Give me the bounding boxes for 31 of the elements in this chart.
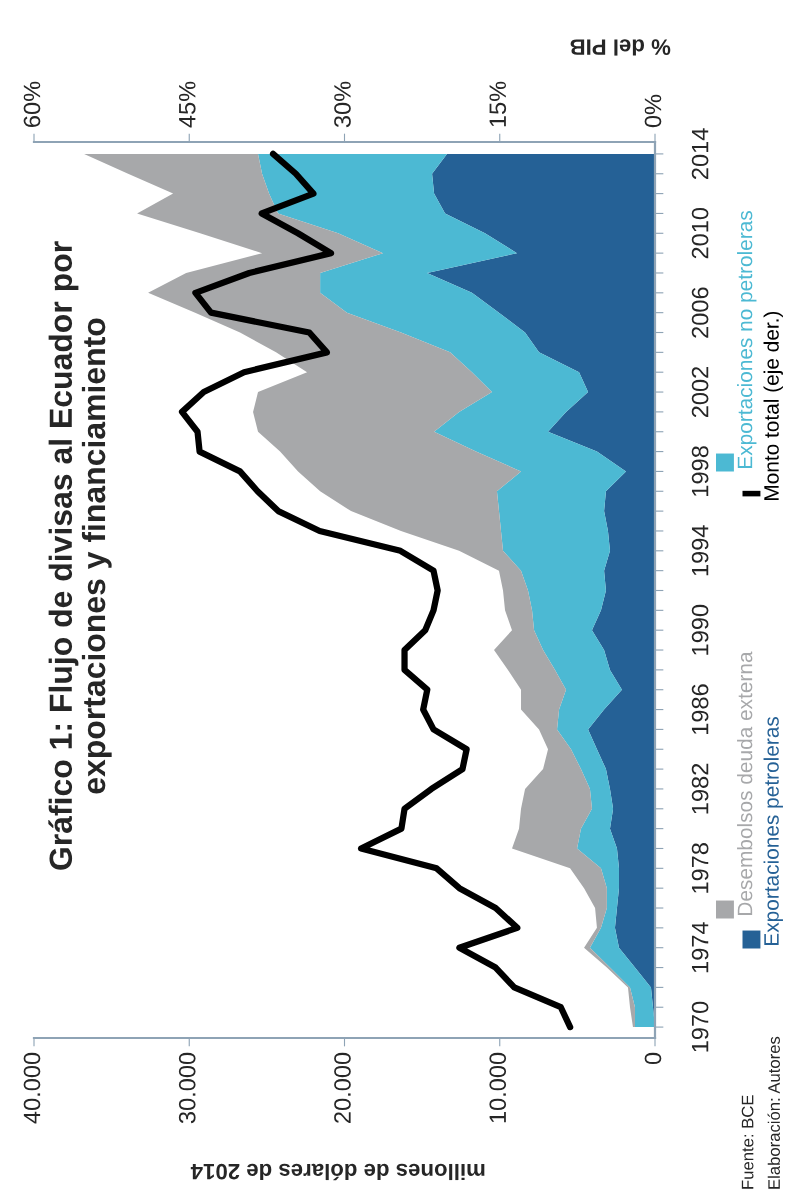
y-tick-label: 1970	[691, 1001, 709, 1052]
x-tick-label: 0	[644, 1052, 662, 1065]
y-tick-label: 1990	[691, 604, 709, 655]
source-note: Fuente: BCE	[741, 1095, 754, 1189]
y-tick-label: 2006	[691, 287, 709, 338]
y-tick-label: 1982	[691, 763, 709, 814]
text: Exportaciones no petroleras	[737, 211, 757, 468]
x-tick-label: 10.000	[489, 1052, 507, 1123]
y-tick-label: 2002	[691, 366, 709, 418]
text: Monto total (eje der.)	[763, 311, 783, 500]
text: Gráfico 1: Flujo de divisas al Ecuador por exportaciones y financiamiento	[48, 241, 112, 870]
x2-tick-label: 0%	[644, 94, 662, 128]
y-tick-label: 1998	[691, 446, 709, 496]
x-axis-title: millones de dólares de 2014	[190, 1163, 485, 1181]
text: Exportaciones petroleras	[763, 716, 783, 945]
y-tick-label: 1978	[691, 843, 709, 893]
y-tick-label: 1994	[691, 525, 709, 576]
x-tick-label: 30.000	[178, 1052, 196, 1124]
x2-tick-label: 45%	[178, 81, 196, 128]
y-tick-label: 2010	[691, 207, 709, 259]
x2-tick-label: 60%	[23, 81, 41, 127]
x2-tick-label: 30%	[334, 81, 351, 128]
y-tick-label: 2014	[691, 128, 709, 179]
x-tick-label: 20.000	[334, 1052, 351, 1123]
text: Elaboración: Autores	[767, 1036, 780, 1189]
x2-axis-title: % del PIB	[570, 39, 671, 56]
x2-tick-label: 15%	[489, 81, 507, 127]
x-tick-label: 40.000	[23, 1052, 41, 1124]
y-tick-label: 1974	[691, 922, 709, 973]
text: Desembolsos deuda externa	[737, 651, 753, 915]
y-tick-label: 1986	[691, 684, 709, 735]
